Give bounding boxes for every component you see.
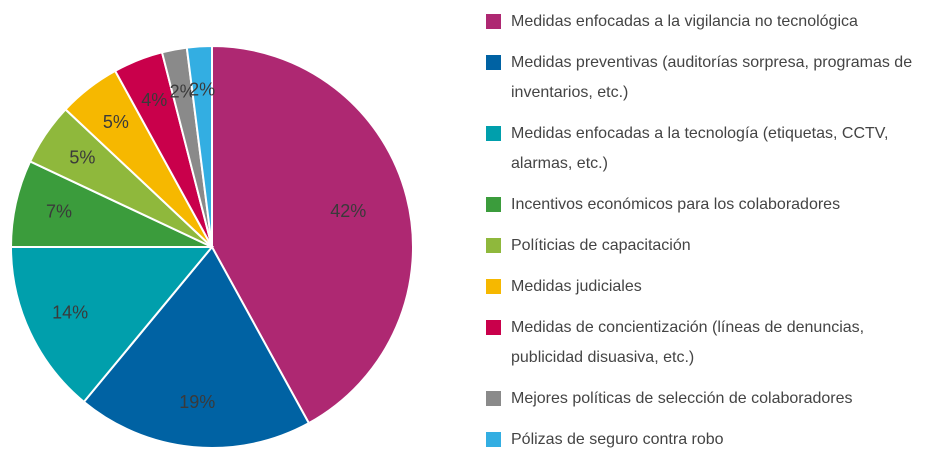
legend-item: Pólizas de seguro contra robo bbox=[482, 425, 927, 455]
legend-label: Medidas preventivas (auditorías sorpresa… bbox=[511, 54, 913, 101]
legend-swatch bbox=[486, 126, 501, 141]
data-label: 14% bbox=[52, 303, 88, 323]
legend-item: Medidas judiciales bbox=[482, 272, 927, 302]
data-label: 2% bbox=[170, 82, 196, 102]
legend-swatch bbox=[486, 391, 501, 406]
legend-item: Medidas de concientización (líneas de de… bbox=[482, 313, 927, 373]
pie: 42%19%14%7%5%5%4% 2%2% bbox=[9, 44, 414, 449]
legend-item: Medidas enfocadas a la tecnología (etiqu… bbox=[482, 119, 927, 179]
data-label: 42% bbox=[330, 201, 366, 221]
legend-swatch bbox=[486, 197, 501, 212]
pie-slice bbox=[82, 245, 311, 449]
legend-item: Medidas preventivas (auditorías sorpresa… bbox=[482, 48, 927, 108]
legend-label: Medidas de concientización (líneas de de… bbox=[511, 319, 865, 366]
data-label: 7% bbox=[46, 202, 72, 222]
legend-label: Medidas judiciales bbox=[511, 278, 642, 295]
legend-item: Políticias de capacitación bbox=[482, 231, 927, 261]
legend-swatch bbox=[486, 55, 501, 70]
legend-item: Medidas enfocadas a la vigilancia no tec… bbox=[482, 7, 927, 37]
legend-swatch bbox=[486, 238, 501, 253]
legend-item: Incentivos económicos para los colaborad… bbox=[482, 190, 927, 220]
data-label: 5% bbox=[103, 112, 129, 132]
pie-slice bbox=[9, 246, 215, 404]
legend-swatch bbox=[486, 432, 501, 447]
legend-label: Medidas enfocadas a la tecnología (etiqu… bbox=[511, 125, 889, 172]
legend-item: Mejores políticas de selección de colabo… bbox=[482, 384, 927, 414]
legend-swatch bbox=[486, 279, 501, 294]
legend: Medidas enfocadas a la vigilancia no tec… bbox=[482, 7, 927, 455]
data-label: 19% bbox=[179, 392, 215, 412]
legend-label: Mejores políticas de selección de colabo… bbox=[511, 390, 853, 407]
pie-slice bbox=[211, 44, 414, 425]
legend-label: Políticias de capacitación bbox=[511, 237, 691, 254]
data-label: 5% bbox=[69, 148, 95, 168]
legend-label: Pólizas de seguro contra robo bbox=[511, 431, 724, 448]
legend-swatch bbox=[486, 320, 501, 335]
data-label: 4% bbox=[141, 90, 167, 110]
pie-slice bbox=[185, 44, 213, 248]
legend-label: Incentivos económicos para los colaborad… bbox=[511, 196, 841, 213]
legend-label: Medidas enfocadas a la vigilancia no tec… bbox=[511, 13, 858, 30]
data-label: 2% bbox=[189, 79, 215, 99]
legend-swatch bbox=[486, 14, 501, 29]
